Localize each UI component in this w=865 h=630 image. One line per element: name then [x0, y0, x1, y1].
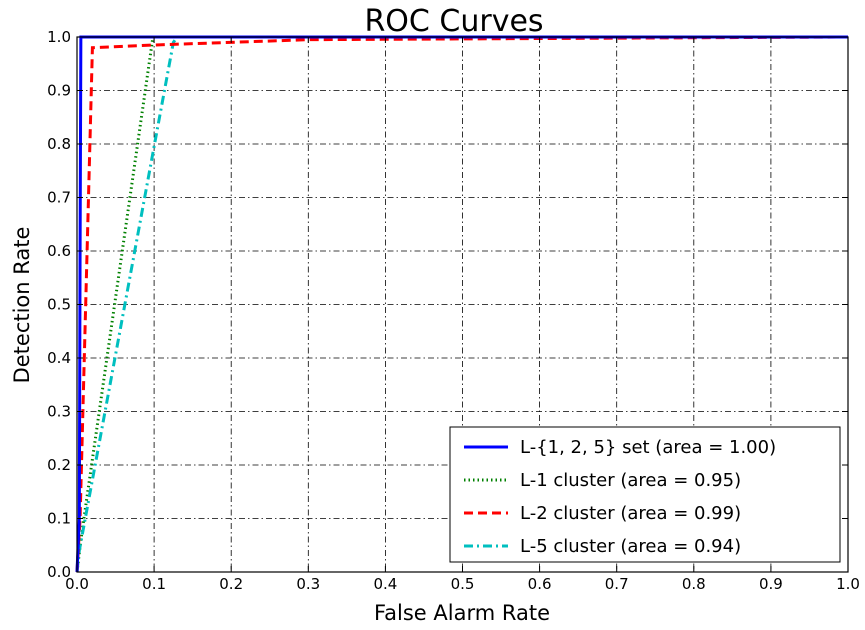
x-tick-label: 0.0 — [65, 575, 89, 593]
x-tick-label: 0.7 — [605, 575, 629, 593]
y-tick-label: 0.3 — [47, 403, 71, 421]
x-tick-label: 0.3 — [296, 575, 320, 593]
y-tick-label: 0.7 — [47, 189, 71, 207]
y-tick-label: 0.8 — [47, 135, 71, 153]
y-tick-label: 0.1 — [47, 510, 71, 528]
y-tick-label: 0.4 — [47, 349, 71, 367]
x-tick-label: 0.9 — [759, 575, 783, 593]
legend: L-{1, 2, 5} set (area = 1.00) L-1 cluster… — [449, 426, 841, 563]
y-tick-label: 0.0 — [47, 563, 71, 581]
y-tick-label: 0.2 — [47, 456, 71, 474]
x-tick-label: 0.8 — [682, 575, 706, 593]
y-tick-label: 0.5 — [47, 296, 71, 314]
x-tick-label: 0.5 — [451, 575, 475, 593]
y-tick-label: 1.0 — [47, 28, 71, 46]
x-tick-label: 0.6 — [528, 575, 552, 593]
x-tick-label: 0.4 — [373, 575, 397, 593]
legend-label-2: L-2 cluster (area = 0.99) — [520, 503, 741, 524]
legend-label-3: L-5 cluster (area = 0.94) — [520, 536, 741, 557]
legend-label-1: L-1 cluster (area = 0.95) — [520, 470, 741, 491]
legend-label-0: L-{1, 2, 5} set (area = 1.00) — [520, 437, 776, 458]
axis-ticks: 0.0 0.1 0.2 0.3 0.4 0.5 0.6 0.7 0.8 0.9 1.0 0.0 0.1 0… — [47, 28, 860, 593]
y-axis-label: Detection Rate — [10, 227, 34, 384]
x-tick-label: 1.0 — [836, 575, 860, 593]
x-tick-label: 0.2 — [219, 575, 243, 593]
y-tick-label: 0.9 — [47, 82, 71, 100]
x-tick-label: 0.1 — [142, 575, 166, 593]
chart-title: ROC Curves — [364, 4, 543, 39]
legend-box — [449, 426, 841, 563]
x-axis-label: False Alarm Rate — [374, 601, 550, 625]
y-tick-label: 0.6 — [47, 242, 71, 260]
